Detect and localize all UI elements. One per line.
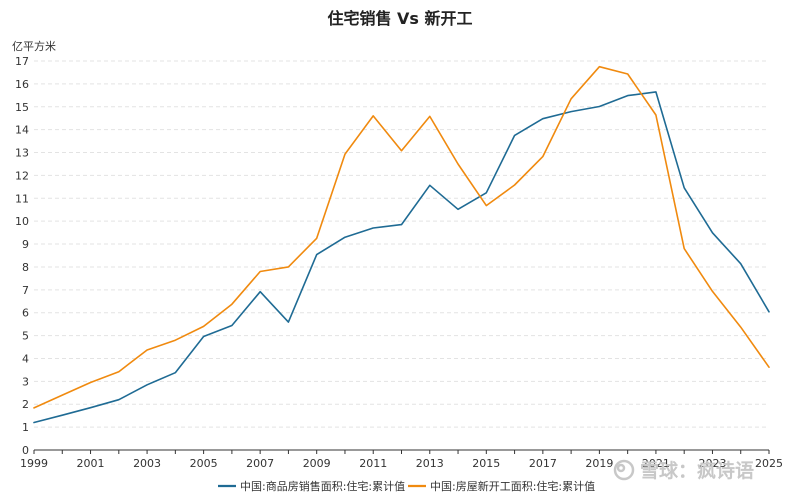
y-tick-label: 14 — [15, 124, 29, 137]
snowball-logo-icon — [613, 459, 635, 481]
x-tick-label: 2007 — [246, 457, 274, 470]
y-tick-label: 11 — [15, 192, 29, 205]
x-tick-label: 2011 — [359, 457, 387, 470]
legend-item-1: 中国:商品房销售面积:住宅:累计值 — [218, 479, 405, 493]
x-tick-label: 2019 — [585, 457, 613, 470]
y-tick-label: 8 — [22, 261, 29, 274]
legend-item-2: 中国:房屋新开工面积:住宅:累计值 — [408, 479, 595, 493]
y-axis-unit-label: 亿平方米 — [12, 39, 56, 53]
x-tick-label: 2003 — [133, 457, 161, 470]
x-tick-label: 2021 — [642, 457, 670, 470]
legend-label: 中国:商品房销售面积:住宅:累计值 — [240, 479, 405, 493]
y-tick-label: 13 — [15, 147, 29, 160]
y-tick-label: 0 — [22, 444, 29, 457]
y-tick-label: 5 — [22, 330, 29, 343]
x-tick-label: 2013 — [416, 457, 444, 470]
watermark: 雪球：疯诗语 — [613, 459, 754, 482]
y-tick-label: 2 — [22, 398, 29, 411]
series-lines — [33, 65, 770, 424]
y-tick-label: 15 — [15, 101, 29, 114]
x-axis: 1999 2001 2003 2005 2007 2009 2011 2013 2015 2017… — [20, 449, 783, 470]
series-line-2 — [33, 65, 770, 409]
legend-label: 中国:房屋新开工面积:住宅:累计值 — [430, 479, 595, 493]
x-tick-label: 2017 — [529, 457, 557, 470]
y-tick-label: 17 — [15, 55, 29, 68]
y-tick-label: 1 — [22, 421, 29, 434]
legend: 中国:商品房销售面积:住宅:累计值 中国:房屋新开工面积:住宅:累计值 — [218, 479, 595, 493]
grid-lines — [34, 60, 769, 428]
series-line-1 — [33, 91, 770, 424]
x-tick-label: 2023 — [698, 457, 726, 470]
x-tick-label: 2009 — [303, 457, 331, 470]
chart-title: 住宅销售 Vs 新开工 — [327, 9, 472, 28]
x-tick-label: 2015 — [472, 457, 500, 470]
y-tick-label: 9 — [22, 238, 29, 251]
y-tick-label: 16 — [15, 78, 29, 91]
x-tick-label: 2001 — [77, 457, 105, 470]
y-tick-label: 7 — [22, 284, 29, 297]
x-tick-label: 2005 — [190, 457, 218, 470]
y-tick-label: 10 — [15, 215, 29, 228]
x-tick-label: 1999 — [20, 457, 48, 470]
watermark-text: 雪球：疯诗语 — [640, 459, 754, 482]
y-tick-label: 4 — [22, 352, 29, 365]
x-tick-label: 2025 — [755, 457, 783, 470]
y-tick-label: 6 — [22, 307, 29, 320]
snowball-logo-inner-icon — [616, 463, 626, 473]
y-tick-label: 12 — [15, 169, 29, 182]
y-tick-label: 3 — [22, 375, 29, 388]
